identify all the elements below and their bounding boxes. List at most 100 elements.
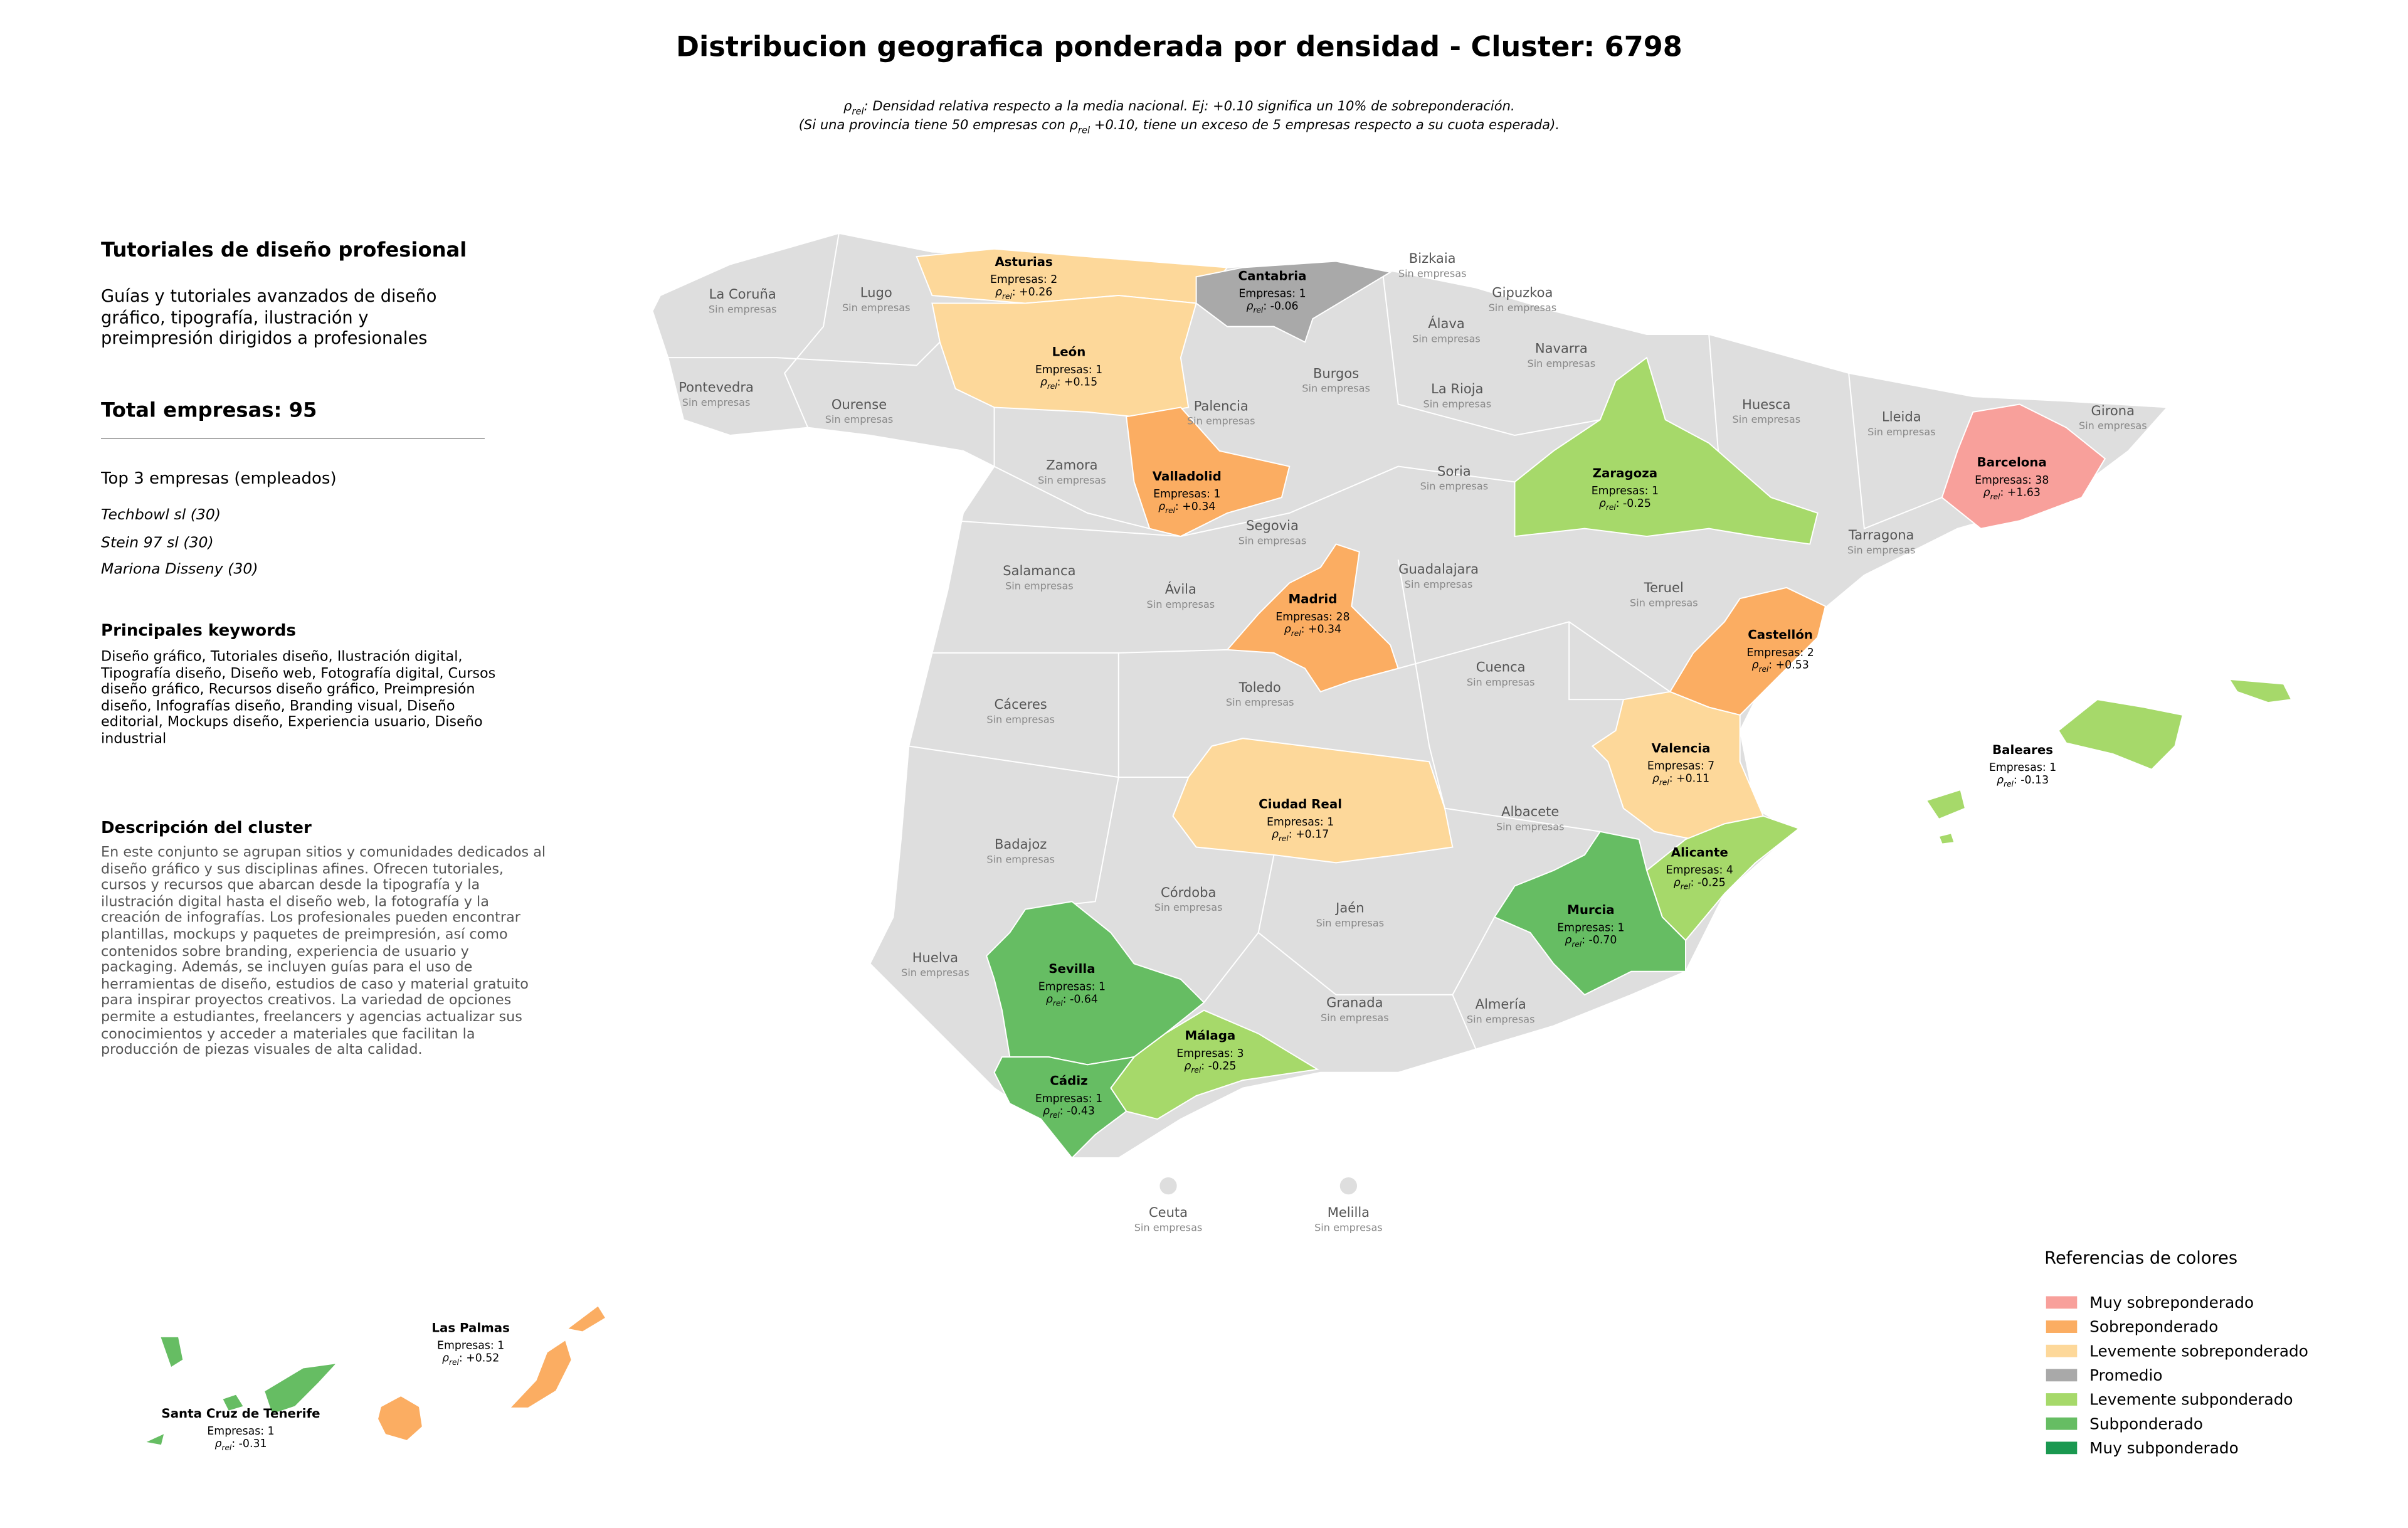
rho-symbol: ρ	[1070, 117, 1079, 132]
province-status: Sin empresas	[986, 853, 1055, 865]
provinces	[142, 248, 2293, 1446]
rho-subscript: rel	[1990, 492, 2000, 501]
province-rho: ρrel: +1.63	[1983, 487, 2041, 501]
province-name: Ávila	[1165, 581, 1196, 597]
province-status: Sin empresas	[986, 713, 1055, 725]
province-companies: Empresas: 1	[1038, 980, 1106, 993]
province-name: Lugo	[860, 285, 892, 300]
legend: Referencias de colores Muy sobreponderad…	[2044, 1248, 2308, 1456]
province-status: Sin empresas	[1867, 426, 1936, 438]
province-shape	[1226, 543, 1399, 692]
rho-value: +0.26	[1019, 286, 1052, 299]
province-status: Sin empresas	[825, 413, 894, 425]
province-name: Cantabria	[1238, 268, 1307, 283]
rho-subscript: rel	[1291, 629, 1301, 638]
rho-after: :	[1175, 501, 1182, 513]
province-rho: ρrel: -0.13	[1997, 774, 2049, 788]
rho-subscript: rel	[852, 107, 864, 117]
province-name: Bizkaia	[1409, 250, 1456, 266]
rho-value: -0.25	[1698, 876, 1726, 889]
province-rho: ρrel: +0.11	[1652, 772, 1709, 787]
province-companies: Empresas: 1	[207, 1425, 274, 1438]
province-name: Santa Cruz de Tenerife	[161, 1406, 320, 1421]
rho-subscript: rel	[1659, 778, 1669, 787]
province-shape	[508, 1339, 573, 1409]
province-name: Madrid	[1288, 592, 1337, 607]
province-companies: Empresas: 4	[1666, 864, 1733, 877]
province-shape	[565, 1304, 607, 1333]
province-status: Sin empresas	[1398, 267, 1467, 279]
rho-subscript: rel	[1078, 125, 1090, 135]
top-title: Top 3 empresas (empleados)	[101, 469, 337, 489]
province-name: Cáceres	[995, 696, 1047, 712]
rho-subscript: rel	[2004, 780, 2014, 788]
province-name: Girona	[2091, 403, 2135, 418]
description: En este conjunto se agrupan sitios y com…	[101, 846, 546, 1059]
rho-value: -0.43	[1067, 1105, 1095, 1118]
rho-after: : Densidad relativa respecto a la media …	[864, 98, 1515, 114]
province-name: Ciudad Real	[1259, 797, 1342, 812]
province-name: Almería	[1476, 996, 1526, 1012]
rho-after: :	[1616, 497, 1623, 510]
rho-value: -0.25	[1623, 497, 1651, 510]
province-shape	[1172, 738, 1454, 864]
province-name: Las Palmas	[431, 1320, 510, 1335]
rho-subscript: rel	[1191, 1066, 1201, 1074]
rho-subscript: rel	[1758, 665, 1768, 674]
subtitle-line: (Si una provincia tiene 50 empresas con …	[799, 117, 1560, 135]
rho-symbol: ρ	[843, 98, 852, 114]
province-status: Sin empresas	[842, 302, 911, 314]
rho-value: +0.34	[1308, 623, 1341, 636]
rho-value: +0.53	[1776, 659, 1809, 672]
legend-label: Sobreponderado	[2089, 1318, 2218, 1336]
legend-swatch	[2046, 1320, 2078, 1333]
rho-subscript: rel	[449, 1358, 459, 1367]
province-rho: ρrel: -0.25	[1599, 497, 1651, 512]
province-rho: ρrel: +0.34	[1284, 623, 1341, 638]
province-name: Teruel	[1644, 580, 1684, 595]
province-companies: Empresas: 28	[1275, 611, 1349, 623]
legend-label: Subponderado	[2089, 1414, 2203, 1433]
province-status: Sin empresas	[1187, 415, 1255, 427]
province-status: Sin empresas	[2079, 420, 2147, 432]
province-name: Zaragoza	[1593, 466, 1658, 480]
province-name: Alicante	[1671, 845, 1728, 859]
province-name: Valladolid	[1153, 469, 1222, 484]
rho-value: +0.34	[1182, 501, 1215, 513]
province-name: Navarra	[1535, 341, 1588, 356]
rho-symbol: ρ	[1246, 300, 1253, 312]
province-status: Sin empresas	[1489, 302, 1557, 314]
rho-value: -0.13	[2020, 774, 2049, 787]
rho-symbol: ρ	[1158, 501, 1165, 513]
province-name: Soria	[1437, 463, 1471, 479]
legend-swatch	[2046, 1344, 2078, 1357]
province-name: La Rioja	[1431, 381, 1483, 396]
description-title: Descripción del cluster	[101, 819, 312, 838]
rho-subscript: rel	[1165, 506, 1175, 515]
rho-symbol: ρ	[1040, 376, 1047, 389]
rho-after: :	[1057, 376, 1064, 389]
rho-symbol: ρ	[1599, 497, 1606, 510]
province-status: Sin empresas	[1134, 1221, 1203, 1233]
info-panel: Tutoriales de diseño profesional Guías y…	[101, 240, 546, 1059]
province-shape	[376, 1394, 423, 1442]
province-shape	[1941, 403, 2106, 529]
province-status: Sin empresas	[1467, 676, 1535, 688]
province-shape	[263, 1362, 339, 1416]
province-status: Sin empresas	[1630, 597, 1698, 609]
province-rho: ρrel: -0.70	[1565, 934, 1617, 948]
rho-value: +0.52	[466, 1352, 499, 1365]
rho-after: :	[1063, 993, 1070, 1005]
province-status: Sin empresas	[1496, 820, 1565, 832]
province-rho: ρrel: +0.26	[995, 286, 1052, 300]
province-name: Badajoz	[995, 836, 1047, 852]
legend-swatch	[2046, 1296, 2078, 1309]
rho-symbol: ρ	[1997, 774, 2004, 787]
top-item: Mariona Disseny (30)	[101, 561, 258, 578]
province-status: Sin empresas	[1467, 1013, 1535, 1025]
province-name: Melilla	[1328, 1204, 1370, 1220]
legend-label: Promedio	[2089, 1366, 2162, 1384]
legend-title: Referencias de colores	[2044, 1248, 2237, 1268]
legend-swatch	[2046, 1441, 2078, 1455]
